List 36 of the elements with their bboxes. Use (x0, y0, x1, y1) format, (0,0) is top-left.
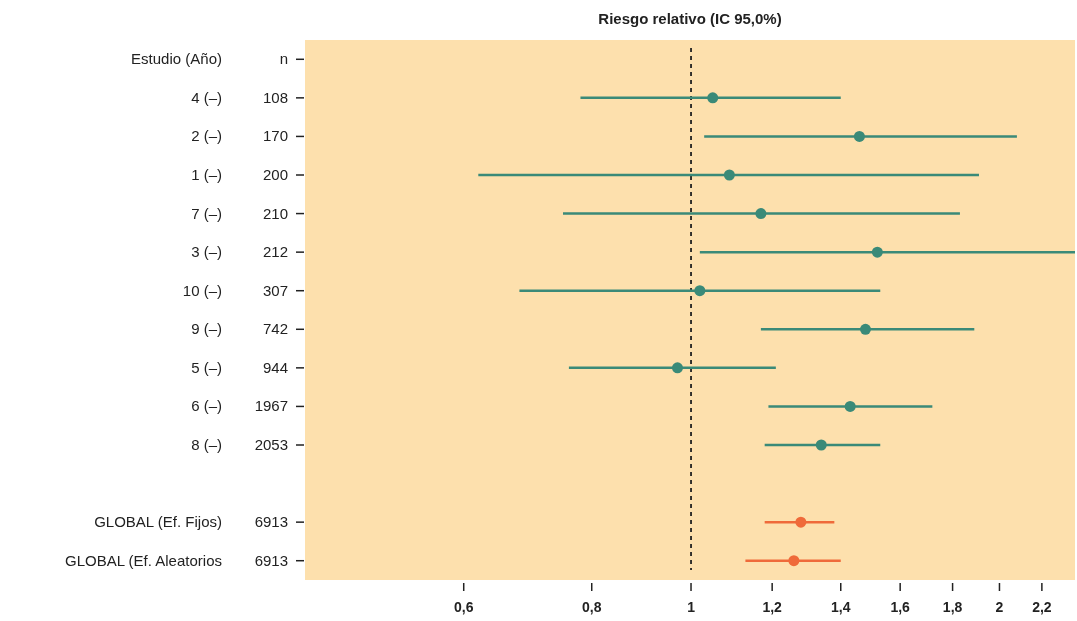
chart-title: Riesgo relativo (IC 95,0%) (598, 10, 782, 27)
y-tick-label: 7 (–) (191, 204, 222, 222)
x-tick-label: 0,8 (582, 599, 602, 615)
x-tick-label: 1,4 (831, 599, 851, 615)
text: n (279, 50, 288, 68)
text: 2053 (254, 436, 288, 453)
text: 170 (262, 127, 288, 145)
text: 6913 (254, 513, 288, 531)
y-tick-label: GLOBAL (Ef. Aleatorios (64, 551, 222, 569)
y-tick-label: 3 (–) (191, 243, 222, 261)
y-tick-label: 1 (–) (191, 166, 222, 183)
y-tick-label: Estudio (Año) (131, 50, 222, 68)
x-tick-label: 1,6 (890, 599, 911, 615)
x-tick-label: 0,6 (453, 599, 474, 615)
y-tick-label: 4 (–) (191, 88, 222, 106)
text: 200 (262, 166, 288, 183)
y-tick-label: 6 (–) (191, 397, 222, 415)
x-tick-label: 1,2 (762, 599, 783, 615)
x-tick-label: 1 (687, 599, 696, 615)
y-tick-label: 2 (–) (191, 127, 222, 145)
y-tick-label: 8 (–) (191, 436, 222, 453)
y-tick-label: 5 (–) (191, 358, 222, 376)
y-tick-label: 9 (–) (191, 320, 222, 338)
y-tick-label: GLOBAL (Ef. Fijos) (94, 513, 222, 531)
text: 212 (262, 243, 288, 261)
x-tick-label: 2 (995, 599, 1004, 615)
text: 108 (262, 88, 288, 106)
text: 6913 (254, 551, 288, 569)
y-tick-label: 10 (–) (182, 281, 222, 299)
text: 1967 (254, 397, 288, 415)
text: 210 (262, 204, 288, 222)
text: 307 (262, 281, 288, 299)
x-tick-label: 1,8 (942, 599, 963, 615)
text: 944 (262, 358, 288, 376)
x-tick-label: 2,2 (1032, 599, 1052, 615)
text: 742 (262, 320, 288, 338)
